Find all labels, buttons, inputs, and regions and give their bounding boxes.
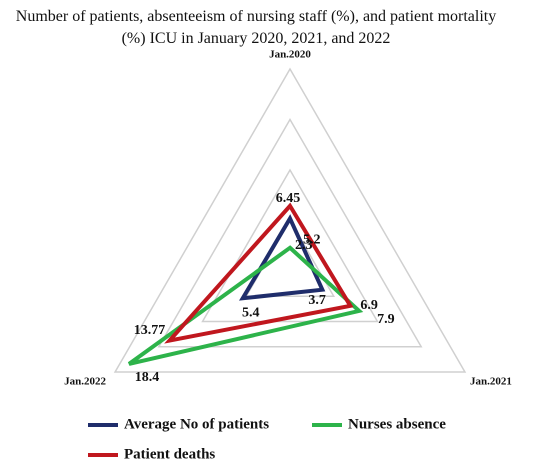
grid-ring [157,118,423,348]
axis-label: Jan.2021 [470,376,512,388]
legend-label: Nurses absence [348,416,446,432]
series-line [164,202,354,344]
data-label: 2.3 [295,238,313,253]
grid-ring [201,168,379,323]
data-label: 6.9 [360,298,378,313]
data-label: 3.7 [308,293,326,308]
legend-label: Patient deaths [124,446,215,462]
chart-title: Number of patients, absenteeism of nursi… [15,8,497,47]
data-label: 7.9 [377,312,395,327]
grid-ring [113,67,467,373]
data-label: 18.4 [135,370,160,385]
series-line [127,245,364,366]
data-label: 5.4 [242,305,260,320]
legend-label: Average No of patients [124,416,269,432]
data-label: 5.2 [303,233,321,248]
axis-label: Jan.2020 [269,49,311,61]
data-label: 13.77 [134,323,166,338]
series-line [239,214,326,301]
data-label: 6.45 [276,191,301,206]
axis-label: Jan.2022 [64,376,106,388]
